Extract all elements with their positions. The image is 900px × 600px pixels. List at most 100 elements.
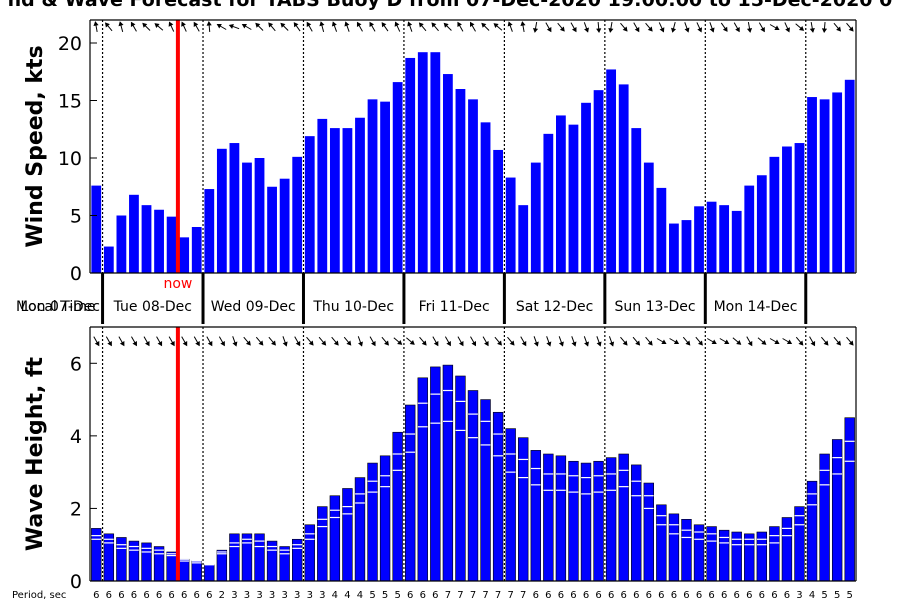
period-value: 6 — [156, 590, 162, 600]
direction-arrow-icon — [457, 21, 464, 32]
direction-arrow-icon — [608, 21, 614, 33]
wind-bar — [380, 101, 390, 274]
period-value: 7 — [507, 590, 513, 600]
direction-arrow-icon — [193, 336, 200, 347]
direction-arrow-icon — [507, 21, 513, 32]
period-value: 6 — [771, 590, 777, 600]
wave-bar — [681, 519, 692, 582]
period-value: 4 — [332, 590, 338, 600]
period-value: 3 — [231, 590, 237, 600]
direction-arrow-icon — [131, 336, 137, 347]
wind-bar — [744, 185, 755, 273]
wave-height-panel: 0 2 4 6 Wave Height, ft — [23, 326, 857, 593]
direction-arrow-icon — [846, 22, 854, 32]
direction-arrow-icon — [142, 22, 151, 31]
wave-bar — [317, 506, 328, 582]
wind-bar — [844, 79, 855, 273]
wind-bar — [355, 117, 365, 273]
wave-bar — [769, 526, 780, 582]
wave-bar — [191, 560, 202, 582]
wind-bar — [681, 220, 692, 273]
period-value: 6 — [746, 590, 752, 600]
direction-arrow-icon — [381, 336, 389, 346]
period-value: 7 — [520, 590, 526, 600]
direction-arrow-icon — [319, 21, 325, 32]
period-value: 5 — [369, 590, 375, 600]
day-label: Thu 10-Dec — [312, 299, 394, 315]
wind-bar — [606, 69, 617, 273]
wind-bar — [493, 149, 504, 273]
wind-bar — [581, 102, 591, 273]
direction-arrow-icon — [720, 22, 728, 32]
wind-bar — [631, 128, 642, 273]
direction-arrow-icon — [457, 336, 464, 347]
wave-bar — [806, 480, 818, 582]
period-value: 6 — [168, 590, 174, 600]
wave-bar — [166, 551, 177, 582]
y-tick-label: 0 — [70, 571, 82, 593]
direction-arrow-icon — [431, 22, 439, 32]
wave-bar — [819, 453, 830, 582]
direction-arrow-icon — [181, 336, 188, 347]
wind-bar — [141, 205, 152, 273]
period-value: 6 — [671, 590, 677, 600]
wind-bar — [706, 201, 717, 273]
direction-arrow-icon — [833, 22, 842, 32]
direction-arrow-icon — [545, 22, 552, 33]
direction-arrow-icon — [620, 22, 628, 32]
wave-bar — [329, 495, 341, 582]
day-label: Mon 14-Dec — [714, 299, 798, 315]
wind-bar — [505, 177, 516, 273]
direction-arrow-icon — [833, 336, 842, 346]
wind-bar — [166, 216, 177, 273]
wave-bar — [178, 558, 190, 582]
direction-arrow-icon — [118, 21, 124, 32]
wave-bar — [304, 524, 315, 582]
wind-bar — [254, 158, 265, 273]
direction-arrow-icon — [357, 336, 363, 347]
direction-arrow-icon — [520, 21, 526, 33]
wind-bar — [216, 148, 227, 273]
period-value: 6 — [545, 590, 551, 600]
wind-bar — [807, 97, 817, 273]
period-value: 6 — [206, 590, 212, 600]
wind-direction-arrows — [93, 21, 854, 33]
period-value: 4 — [357, 590, 363, 600]
y-tick-label: 10 — [58, 148, 82, 170]
direction-arrow-icon — [369, 336, 376, 347]
wave-bar — [618, 453, 629, 582]
direction-arrow-icon — [93, 336, 100, 347]
wind-bar — [392, 82, 403, 273]
day-label: Local Time — [21, 299, 96, 315]
wave-bar — [342, 488, 353, 582]
direction-arrow-icon — [369, 21, 376, 32]
period-value: 6 — [143, 590, 149, 600]
period-value: 5 — [394, 590, 400, 600]
wind-bar — [731, 210, 742, 273]
wind-bar — [518, 205, 529, 273]
direction-arrow-icon — [571, 336, 577, 347]
wind-bar — [556, 115, 566, 273]
period-value: 3 — [269, 590, 275, 600]
wave-bar — [794, 506, 805, 582]
direction-arrow-icon — [620, 336, 628, 346]
period-value: 6 — [683, 590, 689, 600]
direction-arrow-icon — [268, 336, 276, 346]
wave-bar — [568, 460, 579, 582]
wave-bar — [442, 364, 454, 582]
period-value: 6 — [708, 590, 714, 600]
direction-arrow-icon — [481, 22, 490, 31]
wave-y-axis-label: Wave Height, ft — [23, 356, 48, 551]
direction-arrow-icon — [393, 337, 403, 345]
period-value: 6 — [784, 590, 790, 600]
direction-arrow-icon — [418, 22, 427, 32]
wave-bar — [530, 450, 541, 582]
day-label: Wed 09-Dec — [211, 299, 296, 315]
period-value: 6 — [93, 590, 99, 600]
direction-arrow-icon — [331, 336, 339, 346]
direction-arrow-icon — [241, 23, 252, 30]
wind-bar — [417, 52, 428, 274]
direction-arrow-icon — [243, 336, 251, 346]
direction-arrow-icon — [532, 21, 539, 33]
period-value: 3 — [319, 590, 325, 600]
